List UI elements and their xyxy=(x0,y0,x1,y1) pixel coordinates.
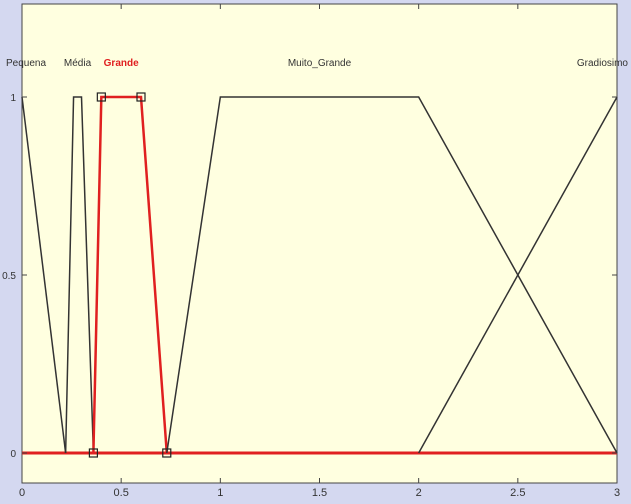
control-point-handle[interactable] xyxy=(162,448,172,458)
x-tick-label: 1.5 xyxy=(312,487,327,499)
series-line-grande[interactable] xyxy=(92,95,169,454)
series-label-grande[interactable]: Grande xyxy=(104,58,139,69)
tick-layer: 0 0.5 1 1.5 2 2.5 3 0 0.5 1 xyxy=(2,4,620,499)
y-tick-label: 1 xyxy=(10,93,16,104)
y-tick-label: 0.5 xyxy=(2,271,16,282)
marker-layer xyxy=(88,92,172,458)
plot-area[interactable] xyxy=(21,3,618,484)
y-tick-label: 0 xyxy=(10,449,16,460)
series-label-muito-grande[interactable]: Muito_Grande xyxy=(288,58,352,69)
series-label-pequena[interactable]: Pequena xyxy=(6,58,46,69)
series-label-gradiosimo[interactable]: Gradiosimo xyxy=(577,58,629,69)
x-tick-label: 0 xyxy=(19,487,25,499)
x-tick-label: 2.5 xyxy=(510,487,525,499)
x-tick-label: 2 xyxy=(416,487,422,499)
series-label-m-dia[interactable]: Média xyxy=(64,58,92,69)
series-line-m-dia[interactable] xyxy=(64,96,95,454)
series-line-gradiosimo[interactable] xyxy=(418,96,618,454)
control-point-handle[interactable] xyxy=(136,92,146,102)
control-point-handle[interactable] xyxy=(96,92,106,102)
series-label-layer: Pequena Média Grande Muito_Grande Gradiosimo xyxy=(6,58,628,69)
series-layer xyxy=(21,95,618,454)
x-tick-label: 0.5 xyxy=(114,487,129,499)
x-tick-label: 3 xyxy=(614,487,620,499)
series-line-pequena[interactable] xyxy=(21,96,67,454)
control-point-handle[interactable] xyxy=(88,448,99,458)
x-tick-label: 1 xyxy=(217,487,223,499)
